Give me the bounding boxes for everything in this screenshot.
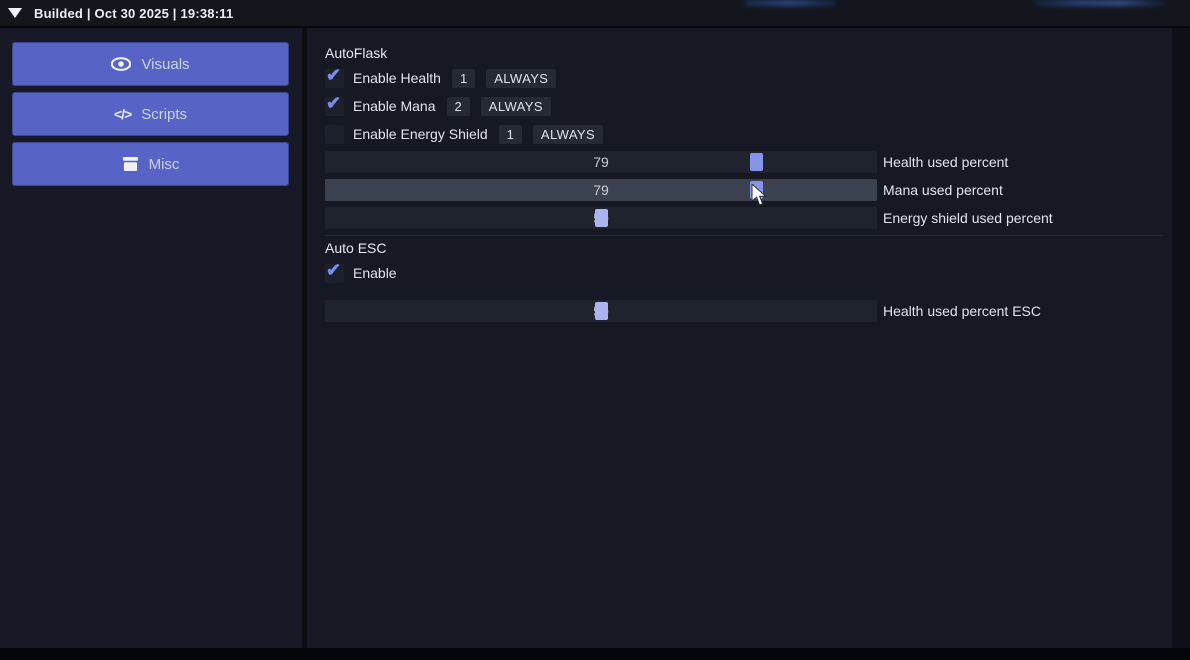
health-used-percent-esc-slider[interactable]: 50 <box>325 300 877 322</box>
background-game-artifact <box>745 0 835 6</box>
titlebar: Builded | Oct 30 2025 | 19:38:11 <box>0 0 1190 27</box>
panel-divider <box>302 28 307 648</box>
slider-label: Health used percent <box>883 154 1009 170</box>
slider-value: 79 <box>593 154 609 170</box>
section-title-auto-esc: Auto ESC <box>325 240 387 256</box>
energy-shield-used-percent-slider[interactable]: 50 <box>325 207 877 229</box>
sidebar-item-label: Visuals <box>141 55 190 73</box>
slider-row-mana-used: 79 Mana used percent <box>325 179 1172 201</box>
code-icon: </> <box>113 106 132 122</box>
build-title: Builded | Oct 30 2025 | 19:38:11 <box>34 5 234 21</box>
section-title-autoflask: AutoFlask <box>325 45 388 61</box>
sidebar-item-label: Scripts <box>141 105 188 123</box>
eye-icon <box>111 57 132 71</box>
checkbox-row-enable-energy-shield: ✔ Enable Energy Shield 1 ALWAYS <box>325 123 1172 145</box>
slider-thumb[interactable] <box>749 181 763 199</box>
background-game-artifact <box>1035 0 1165 6</box>
slider-thumb[interactable] <box>594 302 608 320</box>
menu-window: Visuals </> Scripts Misc AutoFlask ✔ Ena… <box>0 28 1190 648</box>
slider-thumb[interactable] <box>594 209 608 227</box>
checkbox-label: Enable Health <box>353 70 441 86</box>
flask-mode-chip[interactable]: ALWAYS <box>532 124 604 144</box>
checkbox-label: Enable Energy Shield <box>353 126 488 142</box>
flask-mode-chip[interactable]: ALWAYS <box>480 96 551 116</box>
window-right-margin <box>1172 28 1190 648</box>
enable-mana-checkbox[interactable]: ✔ <box>325 93 344 116</box>
sidebar-item-scripts[interactable]: </> Scripts <box>12 92 289 136</box>
checkbox-row-enable-esc: ✔ Enable <box>325 260 1172 284</box>
flask-slot-chip[interactable]: 2 <box>446 96 470 116</box>
slider-thumb[interactable] <box>749 153 763 171</box>
collapse-menu-icon[interactable] <box>8 8 22 18</box>
checkmark-icon: ✔ <box>326 92 342 113</box>
sidebar-item-visuals[interactable]: Visuals <box>12 42 289 86</box>
health-used-percent-slider[interactable]: 79 <box>325 151 877 173</box>
checkbox-row-enable-mana: ✔ Enable Mana 2 ALWAYS <box>325 93 1172 117</box>
flask-slot-chip[interactable]: 1 <box>451 68 476 88</box>
checkmark-icon: ✔ <box>326 259 342 280</box>
slider-label: Health used percent ESC <box>883 303 1041 319</box>
checkbox-row-enable-health: ✔ Enable Health 1 ALWAYS <box>325 65 1172 89</box>
sidebar-item-label: Misc <box>148 155 180 173</box>
slider-value: 79 <box>593 182 609 198</box>
settings-panel: AutoFlask ✔ Enable Health 1 ALWAYS ✔ Ena… <box>307 28 1172 648</box>
mana-used-percent-slider[interactable]: 79 <box>325 179 877 201</box>
checkbox-label: Enable <box>353 265 397 281</box>
enable-esc-checkbox[interactable]: ✔ <box>325 260 344 283</box>
checkbox-label: Enable Mana <box>353 98 436 114</box>
section-divider <box>325 235 1163 236</box>
slider-label: Mana used percent <box>883 182 1003 198</box>
enable-energy-shield-checkbox[interactable]: ✔ <box>325 124 344 144</box>
window-bottom-edge <box>0 648 1190 660</box>
slider-label: Energy shield used percent <box>883 210 1053 226</box>
sidebar-item-misc[interactable]: Misc <box>12 142 289 186</box>
sidebar: Visuals </> Scripts Misc <box>0 28 302 648</box>
slider-row-health-used-esc: 50 Health used percent ESC <box>325 300 1172 322</box>
enable-health-checkbox[interactable]: ✔ <box>325 65 344 88</box>
slider-row-energy-shield-used: 50 Energy shield used percent <box>325 207 1172 229</box>
checkmark-icon: ✔ <box>326 64 342 85</box>
box-icon <box>122 156 139 172</box>
slider-row-health-used: 79 Health used percent <box>325 151 1172 173</box>
flask-slot-chip[interactable]: 1 <box>498 124 522 144</box>
flask-mode-chip[interactable]: ALWAYS <box>486 68 557 88</box>
